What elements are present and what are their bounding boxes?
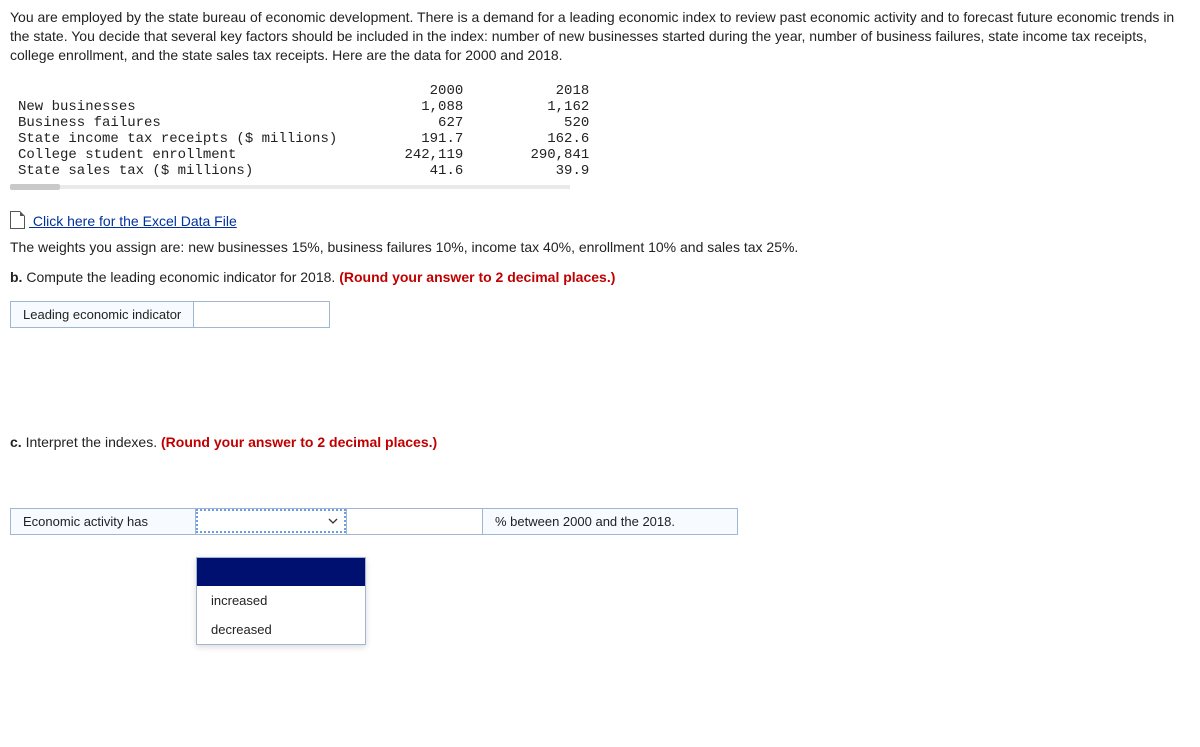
cell: 41.6 — [345, 163, 471, 179]
cell: 520 — [471, 115, 597, 131]
part-b-prompt: b. Compute the leading economic indicato… — [10, 269, 1190, 285]
cell: 242,119 — [345, 147, 471, 163]
direction-dropdown: increased decreased — [196, 557, 366, 645]
row-label: Business failures — [10, 115, 345, 131]
cell: 162.6 — [471, 131, 597, 147]
excel-data-link[interactable]: Click here for the Excel Data File — [29, 213, 237, 229]
row-label: State sales tax ($ millions) — [10, 163, 345, 179]
row-label: New businesses — [10, 99, 345, 115]
row-label: College student enrollment — [10, 147, 345, 163]
file-icon — [10, 211, 25, 229]
col-header-2018: 2018 — [471, 83, 597, 99]
table-scrollbar[interactable] — [10, 185, 570, 189]
col-header-2000: 2000 — [345, 83, 471, 99]
leading-indicator-input[interactable] — [194, 302, 329, 326]
chevron-down-icon — [326, 514, 340, 528]
weights-text: The weights you assign are: new business… — [10, 239, 1190, 255]
direction-select[interactable] — [196, 509, 346, 533]
cell: 1,162 — [471, 99, 597, 115]
part-b-answer-table: Leading economic indicator — [10, 301, 330, 328]
part-c-answer-table: Economic activity has increased decrease… — [10, 508, 738, 535]
part-c-label-after: % between 2000 and the 2018. — [483, 508, 738, 534]
dropdown-option-blank[interactable] — [197, 558, 365, 586]
part-c-prompt: c. Interpret the indexes. (Round your an… — [10, 434, 1190, 450]
data-table: 2000 2018 New businesses1,0881,162 Busin… — [10, 83, 1190, 179]
part-b-label: Leading economic indicator — [11, 301, 194, 327]
dropdown-option-decreased[interactable]: decreased — [197, 615, 365, 644]
cell: 627 — [345, 115, 471, 131]
cell: 191.7 — [345, 131, 471, 147]
percent-input[interactable] — [347, 509, 482, 533]
dropdown-option-increased[interactable]: increased — [197, 586, 365, 615]
cell: 1,088 — [345, 99, 471, 115]
cell: 39.9 — [471, 163, 597, 179]
cell: 290,841 — [471, 147, 597, 163]
row-label: State income tax receipts ($ millions) — [10, 131, 345, 147]
intro-text: You are employed by the state bureau of … — [10, 8, 1190, 65]
part-c-label-before: Economic activity has — [11, 508, 196, 534]
